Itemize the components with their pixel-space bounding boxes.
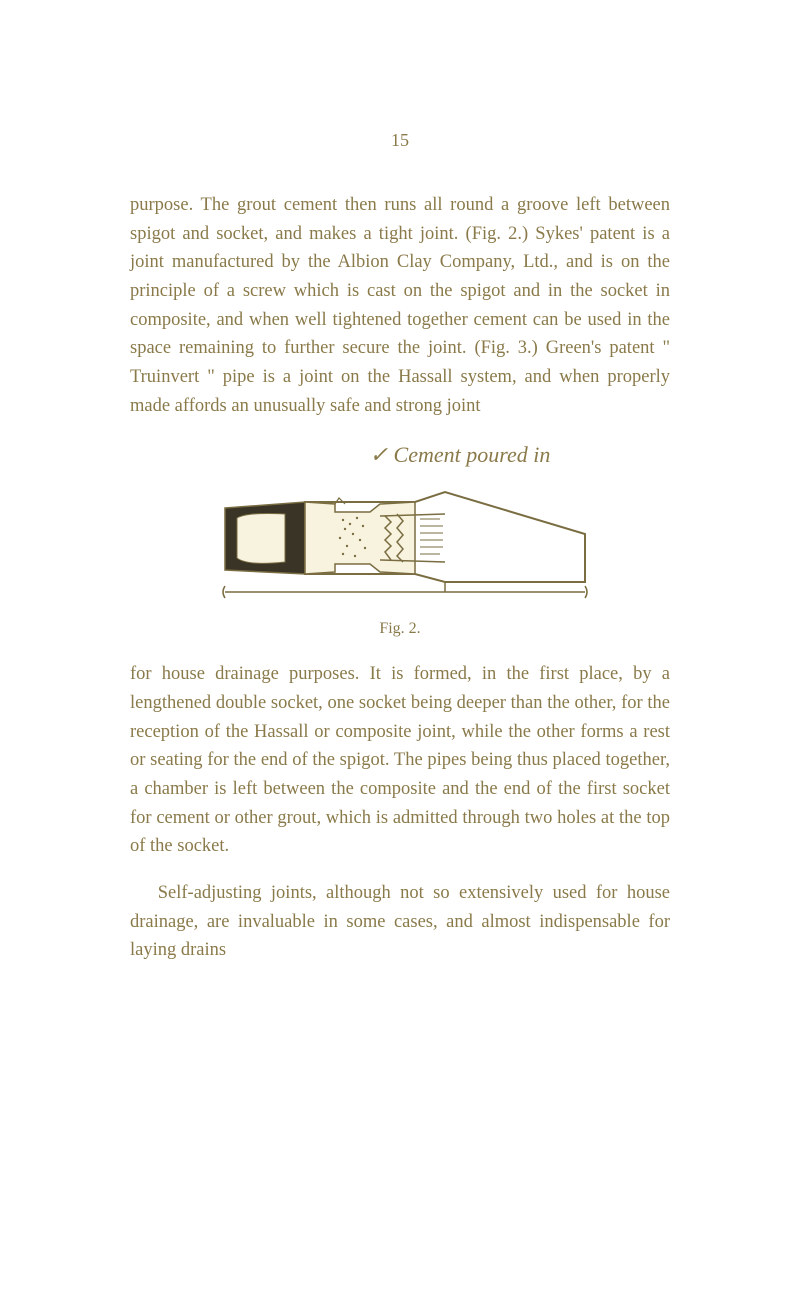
paragraph-2: for house drainage purposes. It is forme… bbox=[130, 660, 670, 861]
pipe-joint-diagram bbox=[185, 474, 615, 614]
figure-formula: ✓ Cement poured in bbox=[130, 442, 670, 468]
figure-caption: Fig. 2. bbox=[130, 620, 670, 638]
paragraph-1: purpose. The grout cement then runs all … bbox=[130, 191, 670, 420]
figure-2: ✓ Cement poured in bbox=[130, 442, 670, 638]
page-number: 15 bbox=[130, 130, 670, 151]
paragraph-3: Self-adjusting joints, although not so e… bbox=[130, 879, 670, 965]
